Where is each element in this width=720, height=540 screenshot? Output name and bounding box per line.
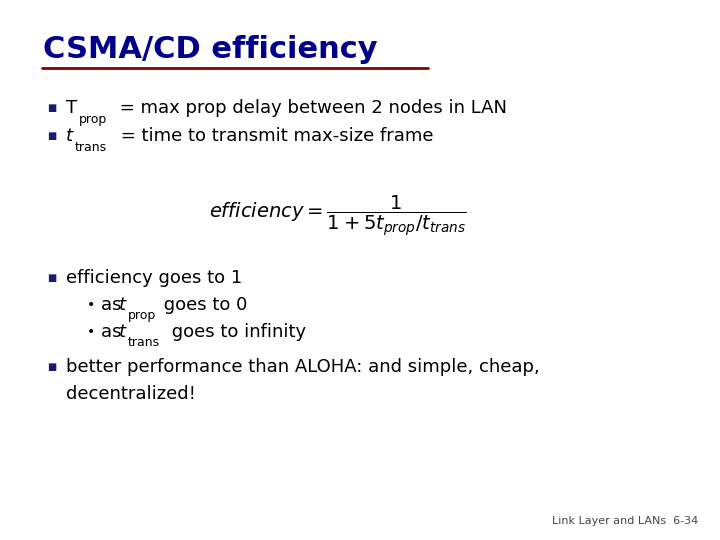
Text: ■: ■ [47, 362, 56, 372]
Text: prop: prop [127, 309, 156, 322]
Text: •: • [86, 298, 94, 312]
Text: $\mathit{efficiency} = \dfrac{1}{1 + 5t_{prop}/t_{trans}}$: $\mathit{efficiency} = \dfrac{1}{1 + 5t_… [210, 194, 467, 238]
Text: better performance than ALOHA: and simple, cheap,: better performance than ALOHA: and simpl… [66, 358, 540, 376]
Text: t: t [119, 323, 126, 341]
Text: Link Layer and LANs  6-34: Link Layer and LANs 6-34 [552, 516, 698, 526]
Text: t: t [66, 127, 73, 145]
Text: = max prop delay between 2 nodes in LAN: = max prop delay between 2 nodes in LAN [114, 99, 507, 117]
Text: as: as [101, 296, 127, 314]
Text: CSMA/CD efficiency: CSMA/CD efficiency [43, 35, 378, 64]
Text: trans: trans [127, 336, 160, 349]
Text: as: as [101, 323, 127, 341]
Text: trans: trans [75, 141, 107, 154]
Text: goes to infinity: goes to infinity [166, 323, 306, 341]
Text: decentralized!: decentralized! [66, 385, 196, 403]
Text: T: T [66, 99, 77, 117]
Text: ■: ■ [47, 273, 56, 283]
Text: •: • [86, 325, 94, 339]
Text: = time to transmit max-size frame: = time to transmit max-size frame [115, 127, 433, 145]
Text: ■: ■ [47, 103, 56, 113]
Text: prop: prop [79, 113, 107, 126]
Text: ■: ■ [47, 131, 56, 141]
Text: goes to 0: goes to 0 [158, 296, 248, 314]
Text: efficiency goes to 1: efficiency goes to 1 [66, 269, 243, 287]
Text: t: t [119, 296, 126, 314]
